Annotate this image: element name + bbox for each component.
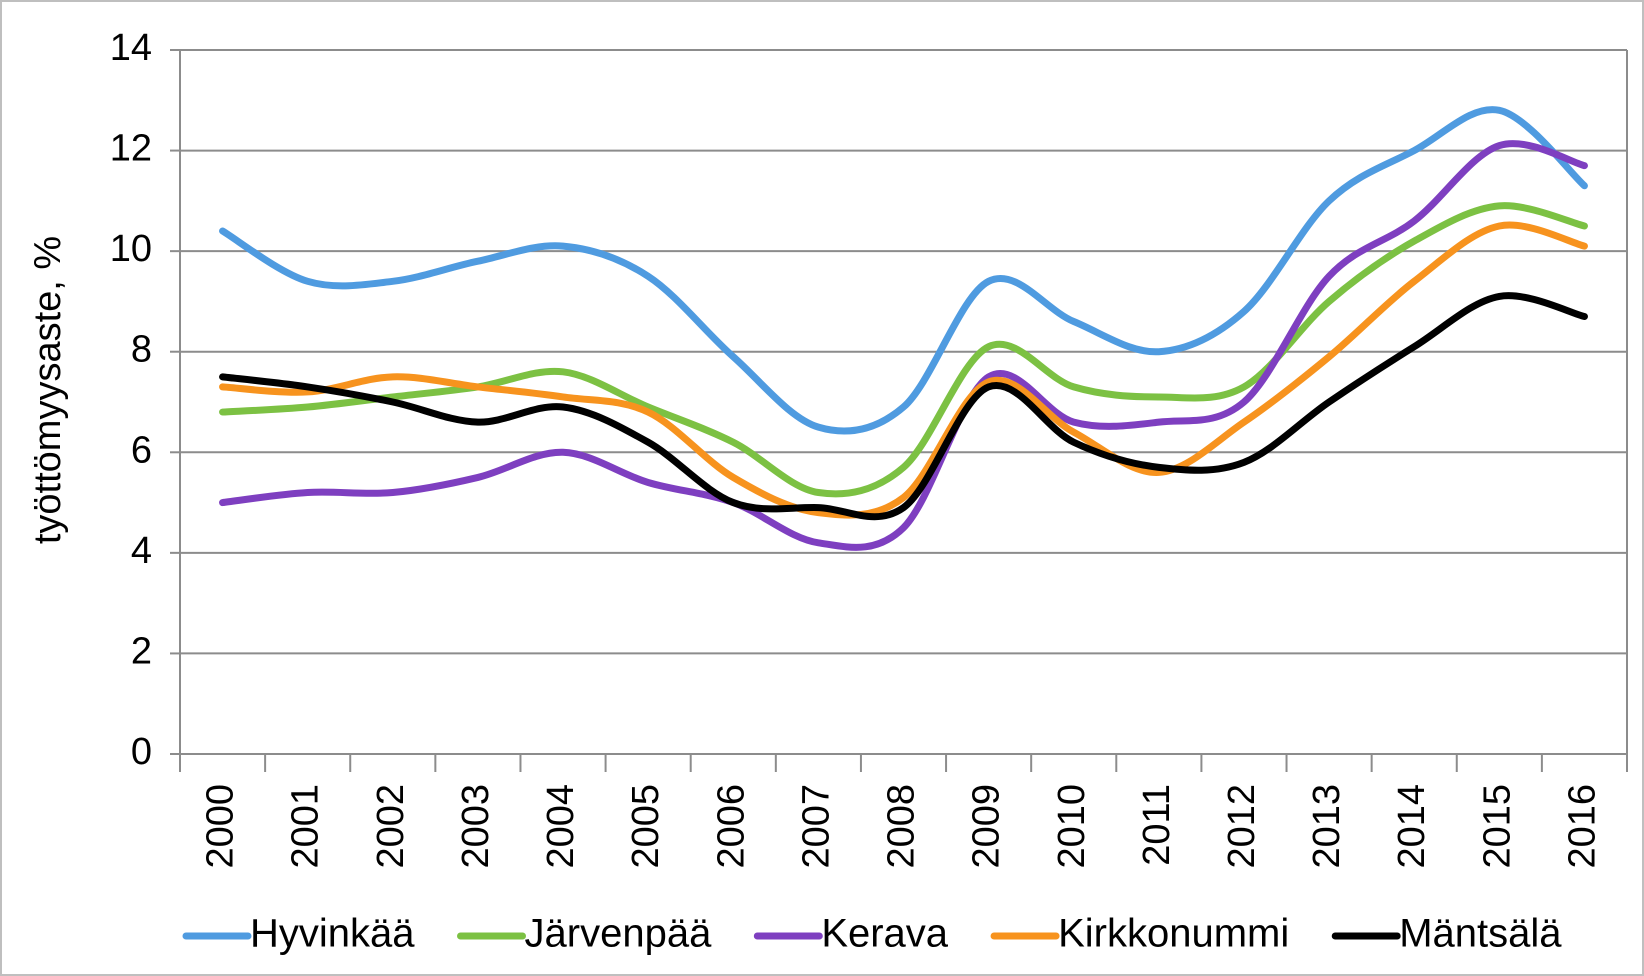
- y-tick-label: 2: [131, 630, 152, 672]
- x-tick-label: 2016: [1561, 784, 1603, 869]
- x-tick-label: 2014: [1391, 784, 1433, 869]
- y-tick-label: 12: [110, 128, 152, 170]
- y-tick-label: 14: [110, 27, 152, 69]
- x-tick-label: 2009: [966, 784, 1008, 869]
- y-tick-label: 6: [131, 429, 152, 471]
- legend-label: Järvenpää: [525, 912, 713, 956]
- x-tick-label: 2002: [370, 784, 412, 869]
- y-tick-label: 0: [131, 731, 152, 773]
- x-tick-label: 2000: [200, 784, 242, 869]
- x-tick-label: 2006: [710, 784, 752, 869]
- y-axis-label: työttömyysaste, %: [27, 236, 69, 544]
- series-line: [219, 221, 1588, 519]
- x-tick-label: 2004: [540, 784, 582, 869]
- x-tick-label: 2010: [1051, 784, 1093, 869]
- legend-label: Mäntsälä: [1399, 912, 1562, 956]
- x-tick-label: 2001: [285, 784, 327, 869]
- x-tick-label: 2003: [455, 784, 497, 869]
- y-tick-label: 10: [110, 228, 152, 270]
- x-tick-label: 2007: [795, 784, 837, 869]
- legend-label: Kerava: [821, 912, 948, 956]
- x-tick-label: 2005: [625, 784, 667, 869]
- x-tick-label: 2015: [1476, 784, 1518, 869]
- legend-label: Hyvinkää: [250, 912, 415, 956]
- series-line: [219, 202, 1588, 498]
- y-tick-label: 8: [131, 329, 152, 371]
- x-tick-label: 2012: [1221, 784, 1263, 869]
- x-tick-label: 2011: [1136, 784, 1178, 866]
- series-line: [219, 106, 1588, 435]
- x-tick-label: 2013: [1306, 784, 1348, 869]
- y-tick-label: 4: [131, 530, 152, 572]
- x-tick-label: 2008: [881, 784, 923, 869]
- series-line: [219, 292, 1588, 521]
- series-line: [219, 140, 1588, 551]
- legend-label: Kirkkonummi: [1058, 912, 1289, 956]
